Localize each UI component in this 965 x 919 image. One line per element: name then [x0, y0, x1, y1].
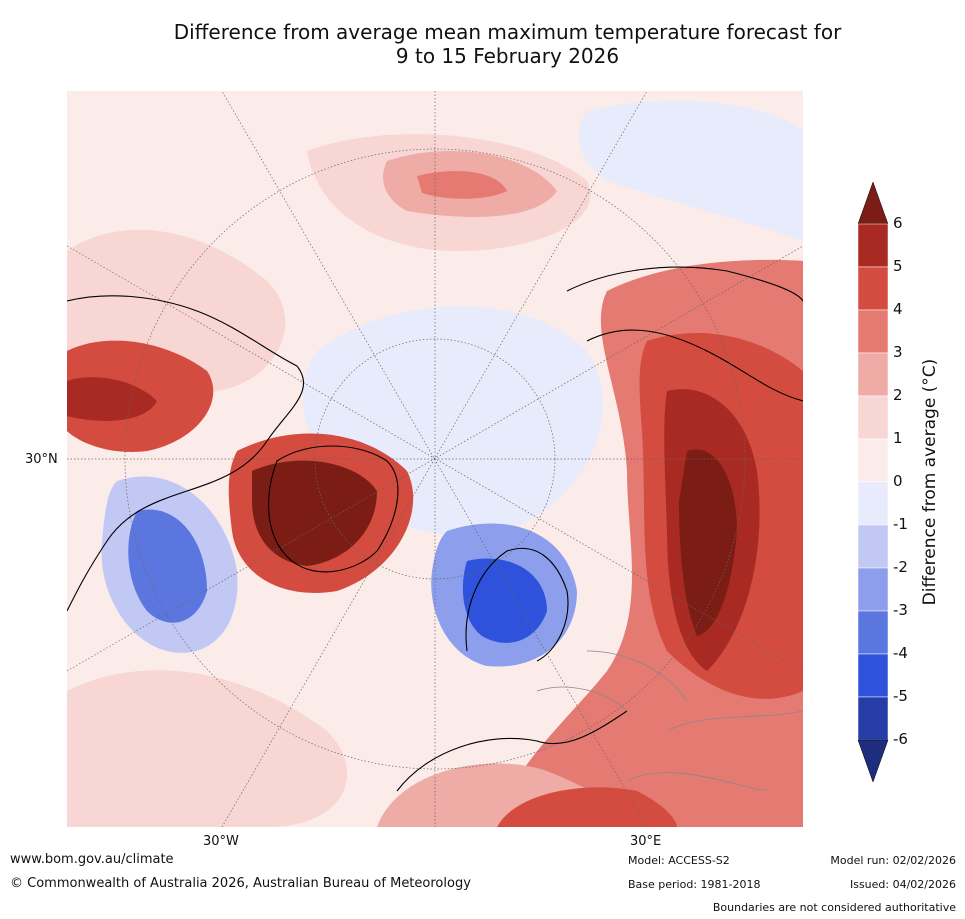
footer-issued: Issued: 04/02/2026	[849, 878, 956, 891]
colorbar-segment	[858, 524, 888, 569]
colorbar-segment	[858, 309, 888, 354]
colorbar-segment	[858, 567, 888, 612]
colorbar-arrow-min	[858, 739, 888, 782]
anomaly-region-alaska-core	[67, 377, 157, 421]
colorbar-tick-label: 6	[893, 214, 903, 232]
anomaly-region-greenland-core	[252, 460, 377, 566]
coastline-europe-south	[396, 710, 628, 792]
colorbar-segment	[858, 438, 888, 483]
colorbar-tick-label: 5	[893, 257, 903, 275]
colorbar-tick-label: -4	[893, 644, 908, 662]
colorbar-segment	[858, 223, 888, 268]
coastline-scandinavia	[465, 547, 569, 662]
colorbar-tick-label: -5	[893, 687, 908, 705]
latitude-label-30n: 30°N	[25, 452, 58, 467]
anomaly-region-bering-peak	[417, 171, 507, 199]
colorbar-segment	[858, 481, 888, 526]
colorbar-tick-label: -2	[893, 558, 908, 576]
colorbar-tick-label: -1	[893, 515, 908, 533]
colorbar-segment	[858, 352, 888, 397]
anomaly-region-north-africa-core	[497, 787, 677, 827]
footer-copyright: © Commonwealth of Australia 2026, Austra…	[10, 876, 471, 891]
colorbar-tick-label: -3	[893, 601, 908, 619]
title-line-2: 9 to 15 February 2026	[395, 44, 620, 68]
footer-url[interactable]: www.bom.gov.au/climate	[10, 852, 174, 867]
colorbar-segment	[858, 266, 888, 311]
colorbar-arrow-max	[858, 182, 888, 225]
coastline-north-america	[67, 295, 304, 612]
coastline-greenland	[268, 445, 399, 573]
colorbar-tick-label: 0	[893, 472, 903, 490]
colorbar	[858, 182, 888, 782]
anomaly-region-north-pacific-cool	[578, 100, 803, 241]
country-borders-europe	[536, 650, 803, 792]
anomaly-region-eurasia-peak	[679, 449, 737, 636]
latitude-circle-30n	[124, 148, 746, 770]
colorbar-tick-label: 4	[893, 300, 903, 318]
anomaly-region-scandinavia-core	[462, 558, 547, 643]
map-title: Difference from average mean maximum tem…	[60, 20, 955, 68]
colorbar-segment	[858, 395, 888, 440]
footer-model: Model: ACCESS-S2	[628, 854, 730, 867]
footer-base-period: Base period: 1981-2018	[628, 878, 761, 891]
colorbar-segment	[858, 696, 888, 741]
colorbar-segment	[858, 610, 888, 655]
temperature-anomaly-map	[67, 91, 803, 827]
anomaly-region-atlantic-south	[67, 670, 347, 827]
colorbar-tick-label: -6	[893, 730, 908, 748]
anomaly-region-north-america-cold-core	[128, 509, 207, 623]
footer-disclaimer: Boundaries are not considered authoritat…	[712, 901, 956, 914]
coastline-eurasia	[566, 266, 803, 402]
colorbar-tick-label: 1	[893, 429, 903, 447]
colorbar-segment	[858, 653, 888, 698]
colorbar-tick-label: 2	[893, 386, 903, 404]
colorbar-title: Difference from average (°C)	[920, 358, 940, 606]
longitude-label-30e: 30°E	[630, 834, 662, 849]
footer-model-run: Model run: 02/02/2026	[830, 854, 956, 867]
longitude-label-30w: 30°W	[203, 834, 239, 849]
title-line-1: Difference from average mean maximum tem…	[173, 20, 842, 44]
colorbar-tick-label: 3	[893, 343, 903, 361]
meridian-60e	[67, 245, 803, 672]
